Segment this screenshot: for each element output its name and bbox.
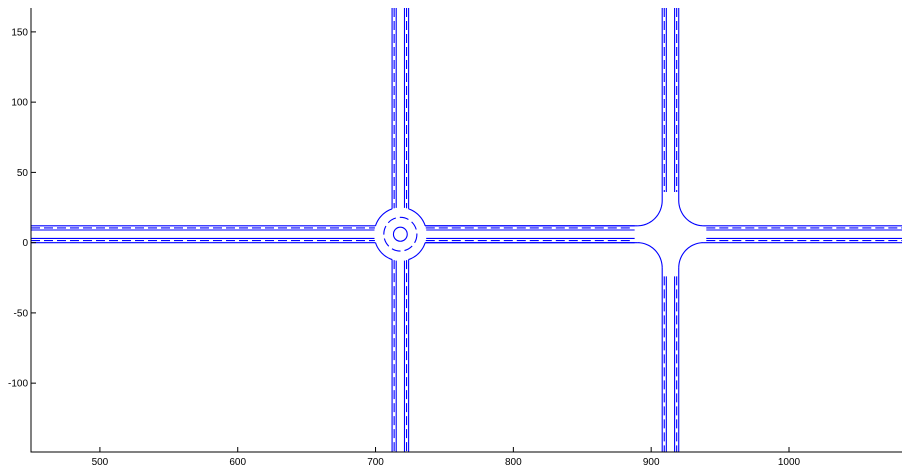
y-tick-label: 50 xyxy=(17,168,29,179)
tick-labels: 500 600 700 800 900 1000 -100 -50 0 50 100 150 xyxy=(8,27,801,468)
y-tick-label: -50 xyxy=(14,308,29,319)
tick-marks xyxy=(31,31,790,452)
roundabout-island xyxy=(392,226,408,242)
x-tick-label: 500 xyxy=(92,457,109,468)
axis-frame xyxy=(30,8,902,453)
roundabout-ring xyxy=(408,208,426,226)
intersection-corner xyxy=(678,200,704,227)
x-tick-label: 600 xyxy=(229,457,246,468)
x-tick-label: 700 xyxy=(367,457,384,468)
x-tick-label: 900 xyxy=(643,457,660,468)
intersection-corner xyxy=(678,242,704,268)
x-tick-label: 800 xyxy=(505,457,522,468)
roundabout-ring xyxy=(374,208,393,226)
x-tick-label: 1000 xyxy=(778,457,801,468)
road-network-lines xyxy=(31,8,902,452)
roundabout-lane-ring xyxy=(383,216,418,252)
roundabout-ring xyxy=(374,242,393,261)
roundabout-ring xyxy=(408,242,426,261)
y-tick-label: 0 xyxy=(22,238,28,249)
y-tick-label: 100 xyxy=(11,98,28,109)
axes xyxy=(30,8,902,453)
intersection-corner xyxy=(637,200,663,227)
intersection-corner xyxy=(637,242,663,268)
y-tick-label: -100 xyxy=(8,379,28,390)
y-tick-label: 150 xyxy=(11,27,28,38)
